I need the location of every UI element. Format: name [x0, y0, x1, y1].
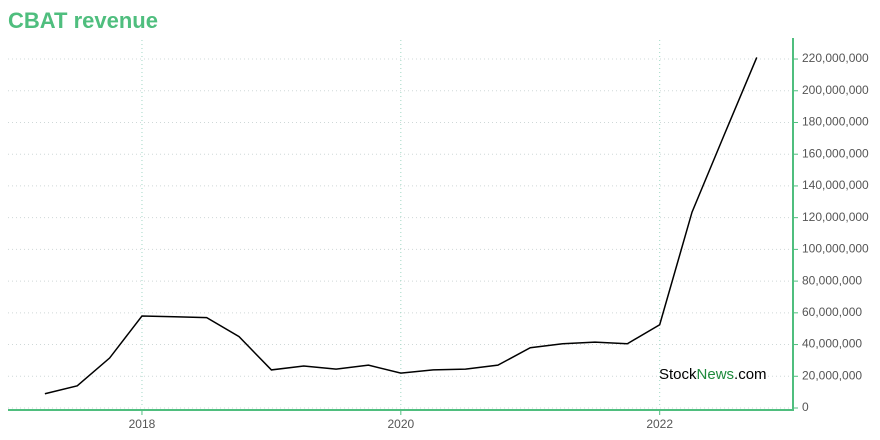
- y-tick-label: 180,000,000: [802, 115, 869, 129]
- y-tick-label: 220,000,000: [802, 51, 869, 65]
- watermark-part: News: [697, 366, 735, 383]
- y-tick-label: 140,000,000: [802, 178, 869, 192]
- y-tick-label: 0: [802, 400, 809, 414]
- y-tick-label: 80,000,000: [802, 273, 862, 287]
- y-tick-label: 160,000,000: [802, 146, 869, 160]
- x-tick-label: 2018: [129, 417, 156, 431]
- x-tick-label: 2020: [387, 417, 414, 431]
- y-tick-label: 40,000,000: [802, 337, 862, 351]
- y-tick-label: 60,000,000: [802, 305, 862, 319]
- y-tick-label: 20,000,000: [802, 368, 862, 382]
- watermark-part: .com: [734, 366, 767, 383]
- chart-title: CBAT revenue: [8, 8, 158, 33]
- watermark-part: Stock: [659, 366, 697, 383]
- line: [44, 57, 758, 395]
- y-tick-label: 200,000,000: [802, 83, 869, 97]
- watermark: StockNews.com: [659, 366, 767, 383]
- y-tick-label: 120,000,000: [802, 210, 869, 224]
- y-tick-label: 100,000,000: [802, 242, 869, 256]
- x-tick-label: 2022: [646, 417, 673, 431]
